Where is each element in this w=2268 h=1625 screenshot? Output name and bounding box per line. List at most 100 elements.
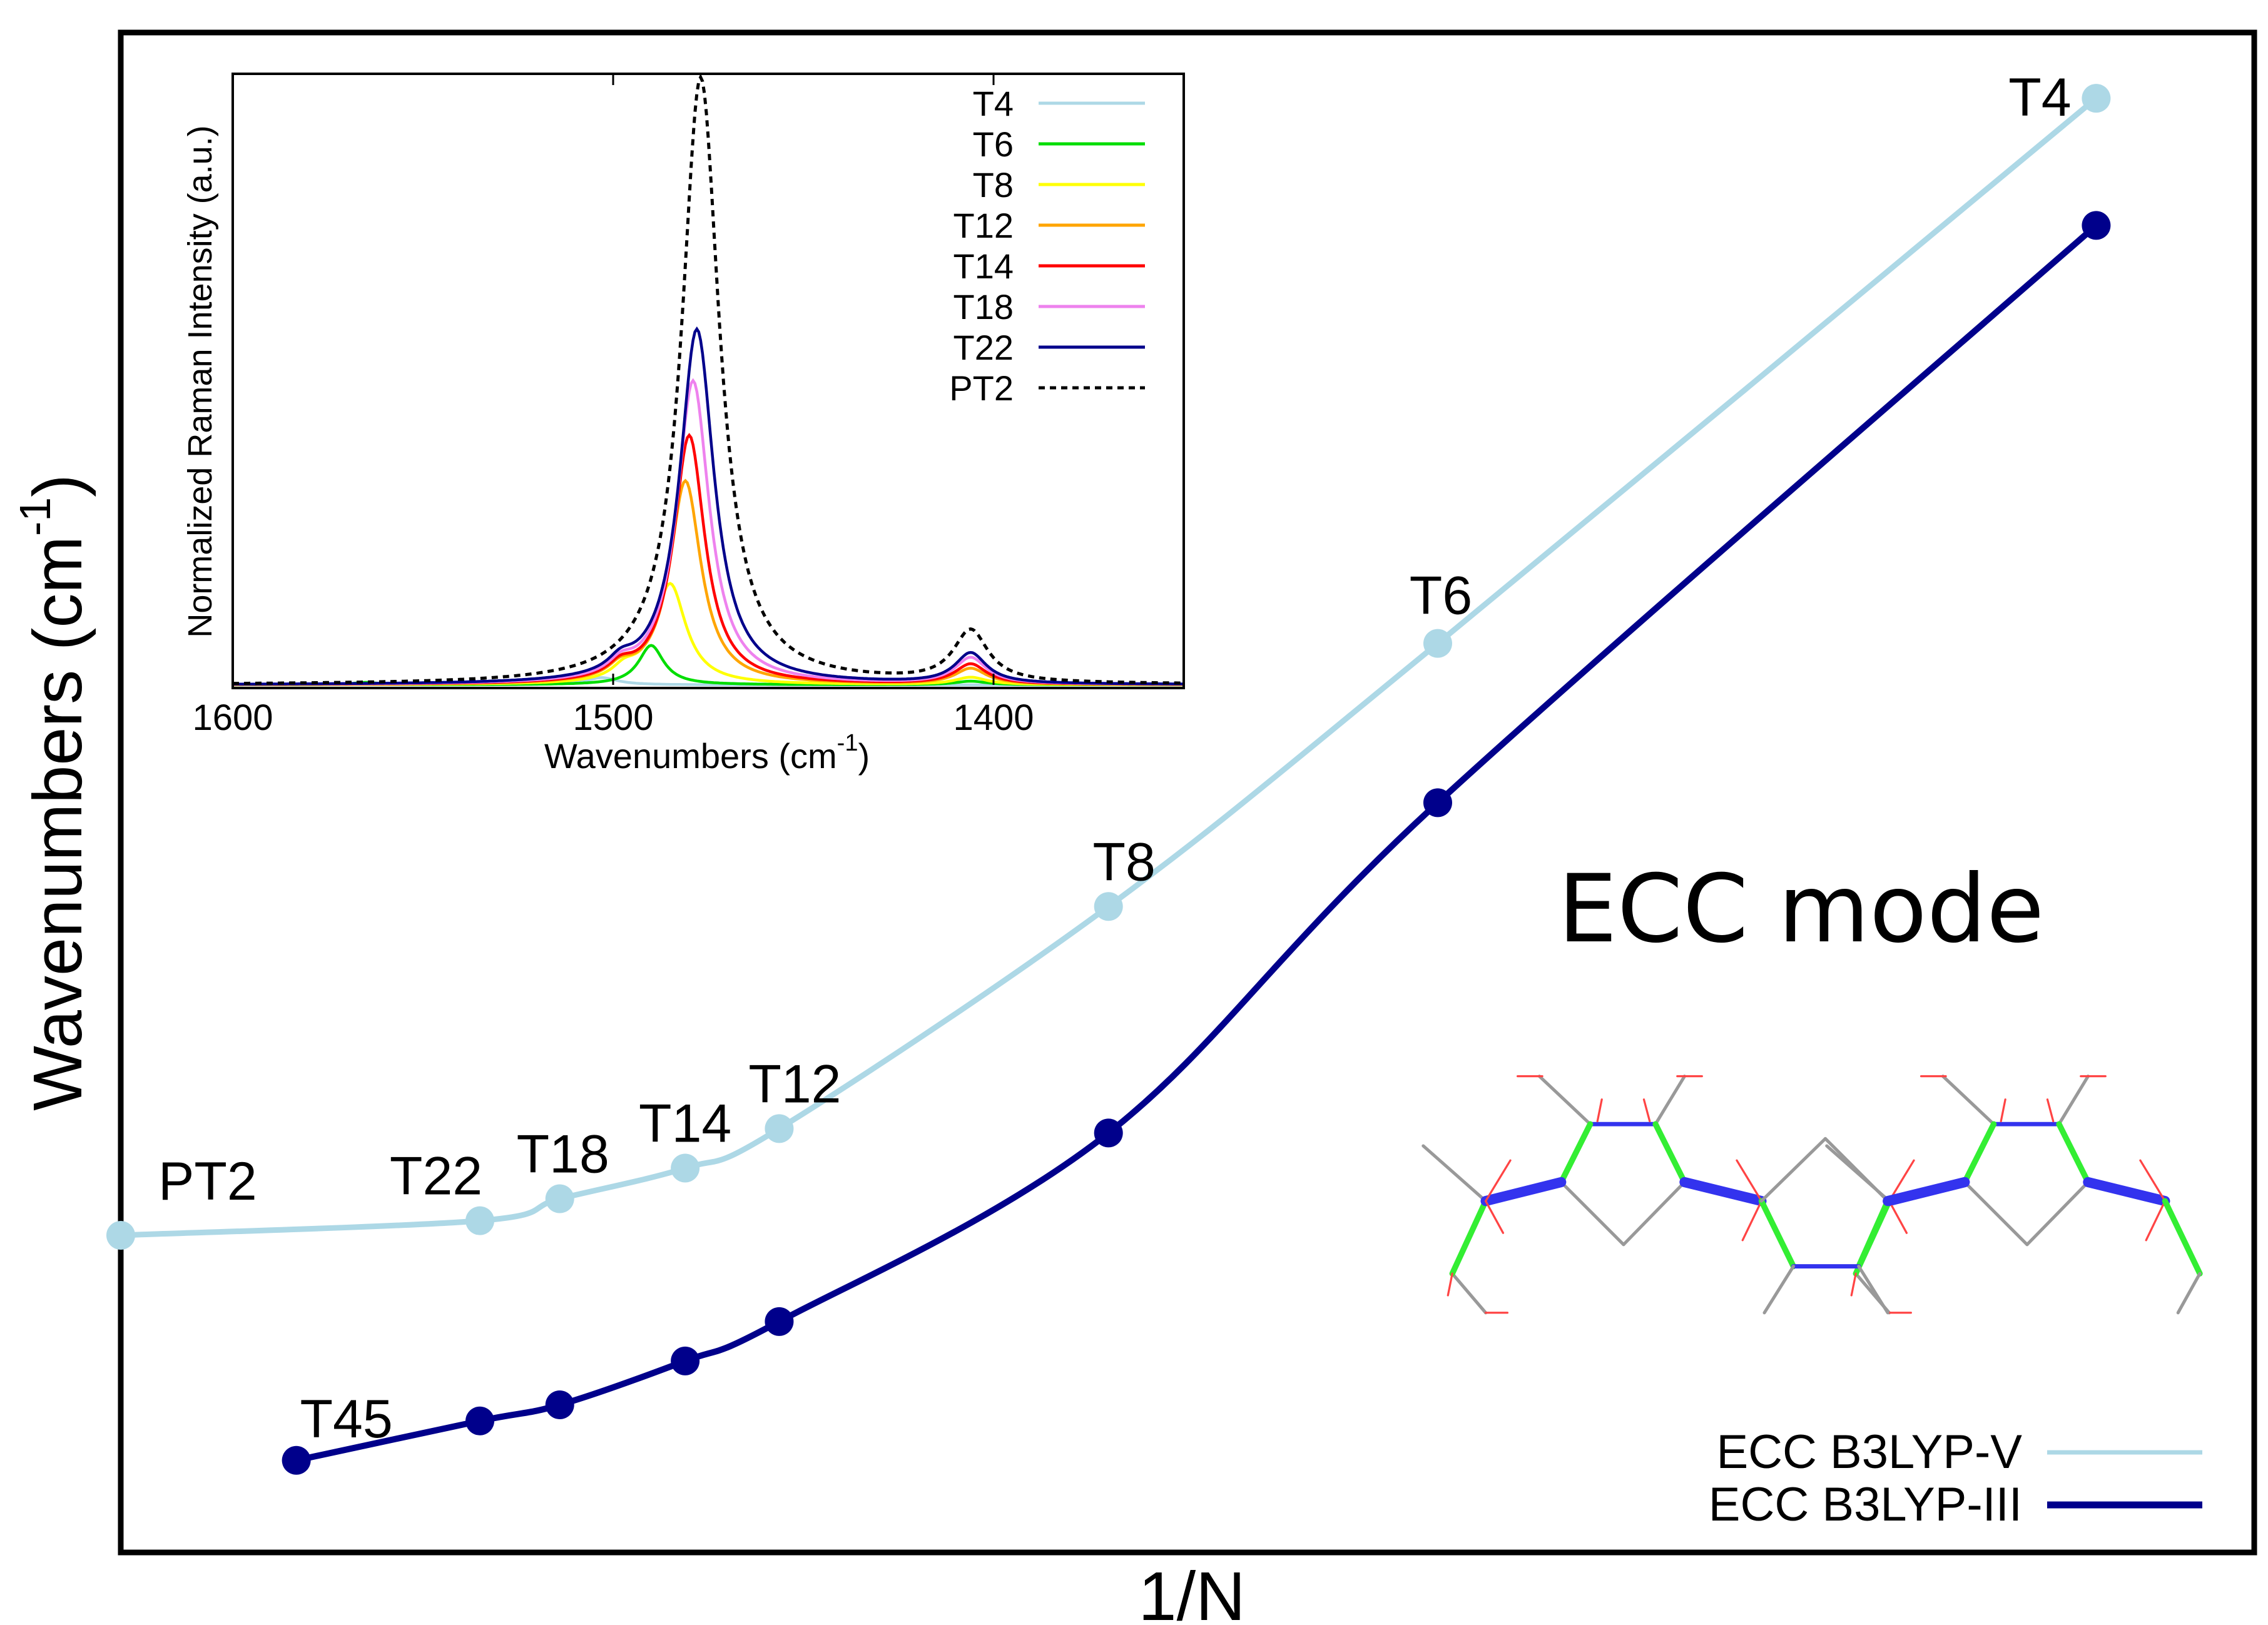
main-x-axis-label: 1/N: [1138, 1558, 1245, 1625]
displacement-arrow: [1741, 1200, 1763, 1242]
point-label-t8-b3lyp-v: T8: [1093, 832, 1156, 892]
main-y-axis-label-close: ): [19, 474, 96, 497]
bond: [1762, 1265, 1795, 1315]
inset-legend-label-pt2: PT2: [949, 368, 1014, 408]
molecule-diagram: [1421, 1075, 2203, 1315]
main-series-lines: [120, 96, 2098, 1464]
point-label-t22-b3lyp-v: T22: [390, 1147, 482, 1207]
bond: [1883, 1177, 1970, 1207]
inset-x-axis-label-close: ): [858, 736, 870, 776]
point-label-t12-b3lyp-v: T12: [748, 1054, 841, 1114]
data-point-ecc-b3lyp-iii-t18: [545, 1390, 574, 1420]
displacement-arrow: [2139, 1159, 2166, 1202]
inset-x-axis-label-text: Wavenumbers (cm: [544, 736, 837, 776]
bond: [1856, 1198, 1891, 1270]
main-y-axis-label-sup: -1: [11, 497, 59, 536]
bond: [2162, 1198, 2203, 1277]
data-point-ecc-b3lyp-iii-t45: [282, 1445, 311, 1475]
data-point-ecc-b3lyp-iii-t22: [465, 1406, 495, 1435]
inset-x-ticks: 1600 1500 1400: [192, 74, 1034, 738]
bond: [1857, 1265, 1889, 1315]
displacement-arrow: [1447, 1272, 1453, 1297]
inset-legend-label-t8: T8: [973, 165, 1014, 205]
bond: [1450, 1272, 1488, 1315]
data-point-ecc-b3lyp-v-t12: [765, 1114, 794, 1143]
bond: [2057, 1075, 2090, 1126]
displacement-arrow: [1888, 1200, 1908, 1234]
ecc-mode-annotation: ECC mode: [1558, 855, 2044, 964]
displacement-arrow: [1484, 1200, 1505, 1234]
bond: [1559, 1180, 1625, 1247]
inset-legend-label-t12: T12: [953, 206, 1014, 245]
inset-series-curves: [233, 73, 1184, 687]
bond: [1449, 1198, 1489, 1277]
data-point-ecc-b3lyp-v-t6: [1423, 629, 1452, 658]
displacement-arrow: [1596, 1098, 1603, 1123]
bond: [1961, 1121, 1997, 1185]
bond: [1941, 1075, 1996, 1126]
displacement-arrow: [1850, 1272, 1857, 1297]
point-label-t4-b3lyp-v: T4: [2008, 68, 2071, 128]
displacement-arrow: [1484, 1159, 1512, 1202]
bond: [1421, 1144, 1488, 1203]
data-point-ecc-b3lyp-v-t4: [2082, 84, 2111, 113]
bond: [1963, 1180, 2029, 1247]
point-label-t14-b3lyp-v: T14: [639, 1093, 731, 1153]
bond: [1654, 1075, 1686, 1126]
inset-legend-label-t14: T14: [953, 246, 1014, 286]
bond: [1823, 1136, 1889, 1203]
bond: [1558, 1121, 1594, 1185]
inset-legend-label-t6: T6: [973, 124, 1014, 164]
bond: [1758, 1198, 1797, 1270]
point-label-t45-b3lyp-iii: T45: [300, 1389, 393, 1449]
inset-x-tick-label-1500: 1500: [572, 697, 653, 738]
svg-text:Wavenumbers (cm-1): Wavenumbers (cm-1): [11, 474, 96, 1111]
inset-y-axis-label: Normalized Raman Intensity (a.u.): [181, 125, 219, 637]
series-line-ecc-b3lyp-iii: [295, 223, 2098, 1464]
displacement-arrow: [1736, 1159, 1763, 1202]
inset-legend-label-t4: T4: [973, 84, 1014, 123]
bond: [1622, 1180, 1686, 1247]
inset-x-tick-label-1600: 1600: [192, 697, 273, 738]
inset-chart: 1600 1500 1400 Wavenumbers (cm-1) Normaliz…: [181, 73, 1185, 776]
data-point-ecc-b3lyp-iii-t14: [671, 1346, 700, 1375]
data-point-ecc-b3lyp-iii-t6: [1423, 788, 1452, 818]
main-y-axis-label-text: Wavenumbers (cm: [19, 536, 96, 1111]
displacement-arrow: [2145, 1200, 2166, 1242]
bond: [1679, 1177, 1767, 1207]
molecule-structure: [1421, 1075, 2203, 1315]
data-point-ecc-b3lyp-iii-t4: [2082, 211, 2111, 240]
data-point-ecc-b3lyp-iii-t12: [765, 1307, 794, 1336]
bond: [1537, 1075, 1592, 1126]
data-point-ecc-b3lyp-v-t8: [1094, 892, 1123, 921]
legend-label-ecc-b3lyp-iii: ECC B3LYP-III: [1709, 1478, 2022, 1531]
inset-x-axis-label: Wavenumbers (cm-1): [544, 730, 870, 776]
bond: [1480, 1177, 1567, 1207]
main-y-axis-label: Wavenumbers (cm-1): [11, 474, 96, 1111]
main-series-points: [106, 84, 2111, 1475]
point-label-pt2-b3lyp-v: PT2: [158, 1152, 257, 1212]
bond: [2176, 1272, 2202, 1315]
legend-label-ecc-b3lyp-v: ECC B3LYP-V: [1716, 1425, 2022, 1479]
point-label-t6-b3lyp-v: T6: [1410, 566, 1472, 626]
inset-curve-pt2: [233, 73, 1184, 686]
data-point-ecc-b3lyp-iii-t8: [1094, 1118, 1123, 1148]
inset-legend-label-t22: T22: [953, 328, 1014, 367]
inset-background: [233, 74, 1184, 688]
inset-plot-frame: [231, 73, 1185, 689]
bond: [2025, 1180, 2090, 1247]
data-point-ecc-b3lyp-v-t14: [671, 1153, 700, 1183]
data-point-ecc-b3lyp-v-t18: [545, 1184, 574, 1213]
displacement-arrow: [1642, 1098, 1651, 1123]
bond: [2083, 1177, 2170, 1207]
bond: [1759, 1136, 1828, 1203]
bond: [1652, 1121, 1688, 1185]
data-point-ecc-b3lyp-v-pt2: [106, 1220, 135, 1250]
inset-x-axis-label-sup: -1: [837, 730, 858, 756]
point-label-t18-b3lyp-v: T18: [517, 1125, 609, 1185]
inset-legend-label-t18: T18: [953, 287, 1014, 327]
